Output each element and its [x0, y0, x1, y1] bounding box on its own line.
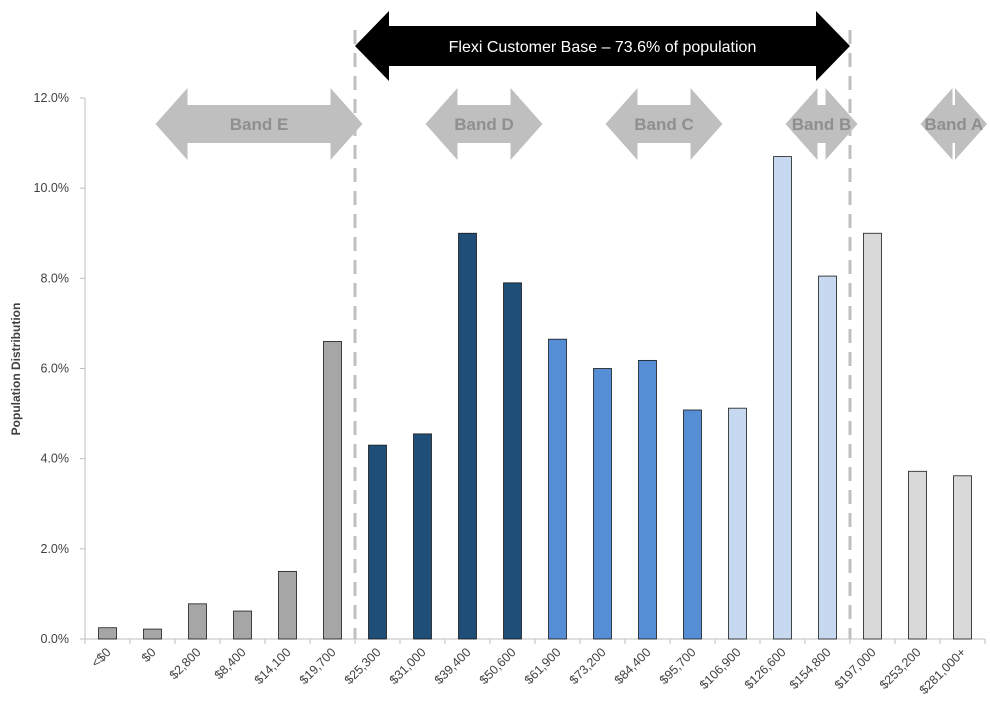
band-arrow [920, 88, 987, 160]
bar [233, 610, 252, 640]
bar [323, 341, 342, 640]
bar [368, 444, 387, 640]
bar [818, 275, 837, 640]
y-tick-label: 8.0% [41, 271, 70, 285]
x-tick-label: $14,100 [252, 645, 294, 687]
bar [143, 628, 162, 640]
x-tick-label: $253,200 [877, 645, 924, 692]
y-tick-label: 10.0% [34, 181, 69, 195]
bar [593, 368, 612, 640]
y-tick-label: 4.0% [41, 452, 70, 466]
x-tick-label: $154,800 [787, 645, 834, 692]
bars [98, 156, 972, 640]
y-tick-label: 6.0% [41, 362, 70, 376]
x-tick-label: $197,000 [832, 645, 879, 692]
band-label: Band B [792, 115, 852, 134]
banner: Flexi Customer Base – 73.6% of populatio… [355, 11, 850, 81]
x-tick-label: $73,200 [567, 645, 609, 687]
bar [638, 359, 657, 640]
x-tick-label: $50,600 [477, 645, 519, 687]
x-tick-label: $281,000+ [917, 645, 969, 697]
x-tick-label: $19,700 [297, 645, 339, 687]
x-tick-label: $126,600 [742, 645, 789, 692]
y-tick-label: 0.0% [41, 632, 70, 646]
bar [863, 232, 882, 640]
bar [548, 338, 567, 640]
band-label: Band D [454, 115, 514, 134]
banner-label: Flexi Customer Base – 73.6% of populatio… [449, 39, 757, 56]
x-tick-label: $8,400 [212, 645, 249, 682]
bar [728, 407, 747, 640]
bar [773, 156, 792, 640]
y-axis-title: Population Distribution [9, 303, 23, 436]
x-tick-label: $61,900 [522, 645, 564, 687]
x-tick-label: $31,000 [387, 645, 429, 687]
bar [458, 232, 477, 640]
x-tick-label: <$0 [89, 645, 114, 670]
x-tick-label: $39,400 [432, 645, 474, 687]
x-tick-label: $25,300 [342, 645, 384, 687]
x-tick-label: $84,400 [612, 645, 654, 687]
bar [683, 409, 702, 640]
banner-arrow [355, 11, 850, 81]
x-tick-label: $0 [139, 645, 159, 665]
band-label: Band A [924, 115, 983, 134]
band-arrows: Band E Band D Band C Band B Band A [155, 88, 987, 160]
band-arrow [155, 88, 363, 160]
x-tick-label: $106,900 [697, 645, 744, 692]
band-arrow [785, 88, 858, 160]
bar [413, 433, 432, 640]
band-arrow [425, 88, 543, 160]
band-arrow [605, 88, 723, 160]
bar [503, 282, 522, 640]
y-tick-label: 12.0% [34, 91, 69, 105]
band-label: Band E [230, 115, 289, 134]
band-label: Band C [634, 115, 694, 134]
y-tick-label: 2.0% [41, 542, 70, 556]
x-tick-label: $2,800 [167, 645, 204, 682]
x-tick-label: $95,700 [657, 645, 699, 687]
bar [278, 570, 297, 640]
bar [188, 603, 207, 640]
bar [98, 627, 117, 640]
bar [953, 475, 972, 640]
bar [908, 470, 927, 640]
